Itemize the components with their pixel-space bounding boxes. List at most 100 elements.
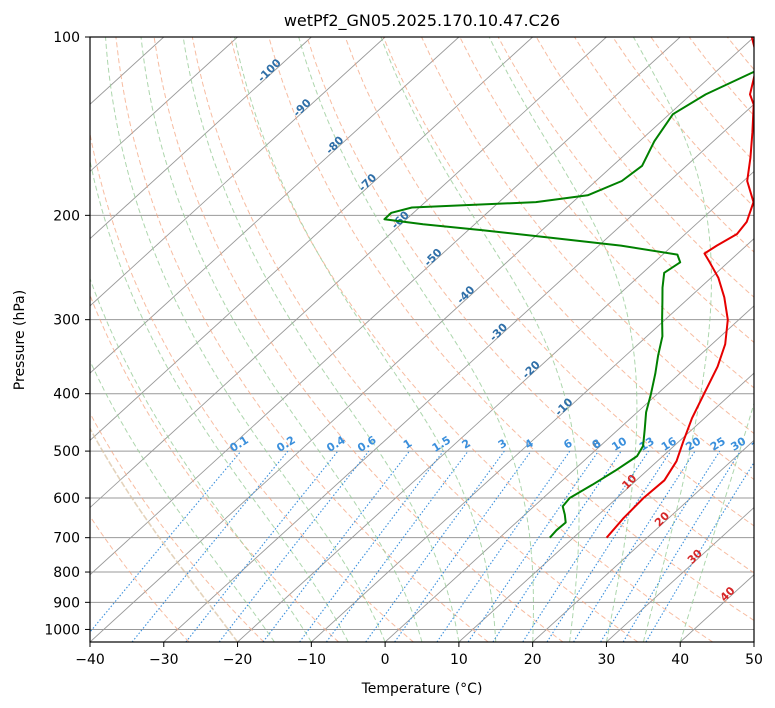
isotherm-line — [90, 37, 533, 441]
moist-adiabat — [140, 37, 423, 642]
mixing-ratio-line — [185, 450, 339, 642]
dry-adiabat — [306, 37, 754, 574]
isotherm-line — [163, 103, 754, 642]
mixing-ratio-line — [492, 450, 622, 642]
background-lines — [90, 37, 775, 642]
mixing-ratio-label: 0.2 — [274, 433, 297, 454]
y-axis: 1000 900 800 700 600 500 400 300 200 100 — [44, 30, 90, 638]
isotherm-line — [458, 372, 754, 642]
x-tick-label: 20 — [524, 652, 542, 668]
x-tick-label: −30 — [149, 652, 179, 668]
dry-adiabat — [574, 37, 754, 253]
dry-adiabat — [382, 37, 754, 481]
moist-adiabat — [679, 401, 754, 642]
x-axis-label: Temperature (°C) — [361, 681, 483, 697]
mixing-ratio-label: 36 — [749, 434, 769, 453]
isotherm-label: 40 — [718, 584, 738, 604]
y-tick-label: 1000 — [44, 622, 80, 638]
temperature-profile-line — [605, 37, 754, 539]
moist-adiabat — [90, 359, 275, 642]
dry-adiabat — [497, 37, 754, 344]
mixing-ratio-line — [622, 450, 741, 642]
moist-adiabat — [298, 37, 534, 642]
isotherm-label: -90 — [291, 96, 314, 119]
moist-adiabat — [380, 37, 580, 642]
mixing-ratio-line — [365, 450, 505, 642]
dry-adiabat — [726, 37, 754, 71]
isotherm-label: -30 — [487, 320, 510, 343]
isotherm-label: -80 — [323, 133, 346, 156]
mixing-ratio-label: 1.5 — [430, 433, 453, 454]
isotherm-line — [90, 37, 386, 307]
mixing-ratio-line — [131, 450, 289, 642]
isotherm-label: -40 — [454, 283, 477, 306]
y-tick-label: 600 — [53, 491, 80, 507]
y-tick-label: 900 — [53, 595, 80, 611]
isotherm-label: -50 — [421, 246, 444, 269]
x-tick-label: −10 — [297, 652, 327, 668]
dry-adiabat — [153, 37, 564, 642]
dry-adiabat — [90, 515, 190, 642]
isotherm-line — [90, 37, 681, 576]
dry-adiabat — [191, 37, 639, 642]
isotherm-line — [606, 506, 754, 642]
isotherm-label: -10 — [552, 395, 575, 418]
mixing-ratio-label: 3 — [496, 437, 509, 452]
plot-frame — [89, 36, 755, 643]
moist-adiabat — [105, 37, 386, 642]
y-tick-label: 100 — [53, 30, 80, 46]
x-tick-label: 0 — [381, 652, 390, 668]
mixing-ratio-line — [546, 450, 672, 642]
dry-adiabat — [650, 37, 754, 163]
isotherm-line — [753, 641, 754, 642]
mixing-ratio-line — [325, 450, 469, 642]
dry-adiabat — [230, 37, 713, 642]
mixing-ratio-line — [262, 450, 410, 642]
mixing-ratio-line — [436, 450, 571, 642]
y-tick-label: 300 — [53, 313, 80, 329]
dry-adiabat — [421, 37, 754, 435]
mixing-ratio-line — [600, 450, 721, 642]
mixing-ratio-line — [394, 450, 532, 642]
mixing-ratio-line — [645, 461, 754, 642]
mixing-ratio-line — [573, 450, 696, 642]
theta-e-line — [90, 426, 239, 642]
isotherm-label: 30 — [685, 546, 705, 566]
isotherm-label: -100 — [255, 56, 284, 85]
y-tick-label: 700 — [53, 531, 80, 547]
y-tick-label: 200 — [53, 208, 80, 224]
x-tick-label: 40 — [671, 652, 689, 668]
moist-adiabat — [632, 37, 712, 642]
dry-adiabat — [766, 37, 775, 642]
isotherm-line — [532, 439, 754, 642]
isotherm-line — [90, 37, 238, 173]
x-tick-label: 30 — [598, 652, 616, 668]
x-tick-label: −20 — [223, 652, 253, 668]
x-tick-label: −40 — [75, 652, 105, 668]
moist-adiabat — [234, 37, 497, 642]
isotherm-label: 10 — [619, 472, 639, 492]
mixing-ratio-label: 0.1 — [227, 433, 250, 454]
moist-adiabat — [90, 158, 349, 642]
moist-adiabat — [488, 37, 638, 642]
isotherm-line — [90, 37, 460, 374]
dry-adiabat — [535, 37, 754, 298]
isotherm-line — [90, 37, 312, 240]
dry-adiabat — [459, 37, 754, 389]
moist-adiabat — [90, 277, 312, 642]
dry-adiabat — [268, 37, 754, 622]
y-tick-label: 400 — [53, 387, 80, 403]
mixing-ratio-label: 6 — [561, 436, 575, 451]
isotherm-label: -70 — [356, 171, 379, 194]
dry-adiabat — [344, 37, 754, 527]
y-axis-label: Pressure (hPa) — [12, 290, 28, 390]
isotherm-label: -20 — [520, 358, 543, 381]
mixing-ratio-line — [90, 450, 242, 633]
y-tick-label: 800 — [53, 565, 80, 581]
mixing-ratio-label: 2 — [460, 437, 473, 452]
profile-lines — [383, 37, 754, 539]
dry-adiabat — [90, 131, 414, 642]
chart-title: wetPf2_GN05.2025.170.10.47.C26 — [284, 11, 560, 31]
